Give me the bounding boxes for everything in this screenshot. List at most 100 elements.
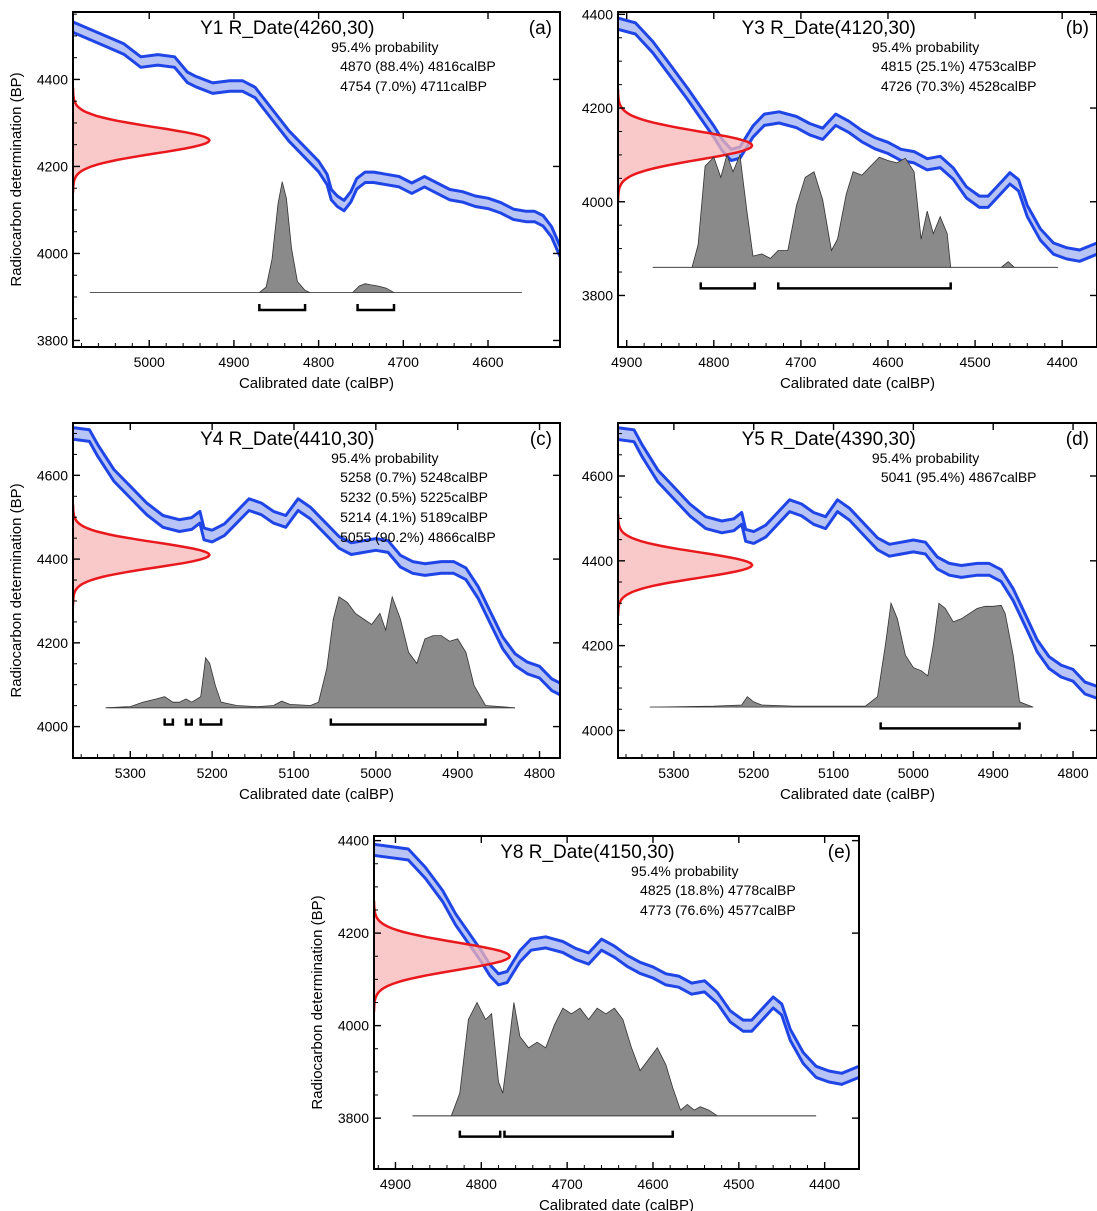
probability-label: 95.4% probability [331, 450, 438, 466]
x-tick-label: 4600 [472, 354, 503, 370]
x-tick-label: 4700 [785, 354, 816, 370]
x-tick-label: 4500 [723, 1176, 754, 1192]
y-tick-label: 4400 [37, 551, 68, 567]
chart-title: Y5 R_Date(4390,30) [742, 429, 916, 450]
y-tick-label: 4200 [37, 635, 68, 651]
x-axis-label: Calibrated date (calBP) [239, 786, 394, 803]
range-bracket [458, 1130, 502, 1138]
panel-label: (a) [529, 18, 552, 39]
plot-area [73, 20, 560, 312]
x-tick-label: 4500 [959, 354, 990, 370]
y-tick-label: 3800 [338, 1110, 369, 1126]
range-bracket [776, 282, 952, 290]
calibrated-distribution [89, 181, 522, 293]
y-tick-label: 4400 [338, 833, 369, 849]
x-tick-label: 4800 [698, 354, 729, 370]
range-bracket [356, 304, 396, 312]
x-tick-label: 5300 [115, 765, 146, 781]
y-tick-label: 4200 [338, 925, 369, 941]
calibration-panel: 5300 5200 5100 5000 4900 4800 4000 4200 4400 4600… [8, 422, 561, 803]
calibrated-distribution [652, 153, 1058, 268]
radiocarbon-distribution-line [374, 900, 512, 1012]
plot-frame [617, 11, 1097, 348]
radiocarbon-distribution-fill [73, 88, 210, 193]
probability-label: 95.4% probability [631, 863, 738, 879]
panel-label: (e) [828, 842, 851, 863]
plot-frame [72, 11, 561, 348]
calibration-curve-band [374, 844, 859, 1085]
range-bracket [199, 718, 223, 726]
x-axis-label: Calibrated date (calBP) [780, 786, 935, 803]
calibration-curve-band [73, 22, 560, 257]
y-tick-label: 4200 [37, 158, 68, 174]
y-axis-label: Radiocarbon determination (BP) [309, 895, 326, 1109]
y-tick-label: 4400 [37, 71, 68, 87]
panel-label: (b) [1066, 18, 1089, 39]
range-bracket [879, 722, 1021, 730]
x-tick-label: 4600 [872, 354, 903, 370]
x-tick-label: 5000 [360, 765, 391, 781]
x-tick-label: 5100 [278, 765, 309, 781]
y-tick-label: 4400 [582, 553, 613, 569]
plot-frame [617, 422, 1097, 759]
x-tick-label: 4600 [637, 1176, 668, 1192]
x-tick-label: 4900 [442, 765, 473, 781]
plot-frame [72, 422, 561, 759]
calibration-curve-upper [618, 426, 1097, 688]
probability-label: 95.4% probability [331, 39, 438, 55]
y-tick-label: 3800 [582, 287, 613, 303]
radiocarbon-distribution-fill [73, 504, 210, 606]
range-text: 4815 (25.1%) 4753calBP [881, 58, 1037, 74]
calibration-curve-upper [73, 20, 560, 247]
x-tick-label: 4700 [552, 1176, 583, 1192]
y-axis-label: Radiocarbon determination (BP) [8, 483, 25, 697]
range-text: 5055 (90.2%) 4866calBP [340, 529, 496, 545]
radiocarbon-distribution-fill [618, 514, 753, 616]
x-tick-label: 4800 [466, 1176, 497, 1192]
range-text: 5041 (95.4%) 4867calBP [881, 469, 1037, 485]
x-tick-label: 5000 [898, 765, 929, 781]
y-tick-label: 4400 [582, 6, 613, 22]
calibration-curve-lower [73, 31, 560, 258]
x-tick-label: 4800 [303, 354, 334, 370]
x-tick-label: 4900 [380, 1176, 411, 1192]
y-tick-label: 3800 [37, 332, 68, 348]
range-bracket [503, 1130, 674, 1138]
x-tick-label: 4700 [388, 354, 419, 370]
panel-label: (c) [530, 429, 552, 450]
calibration-curve-upper [374, 842, 859, 1075]
calibration-panel: 5300 5200 5100 5000 4900 4800 4000 4200 4400 4600… [582, 422, 1097, 803]
radiocarbon-distribution-fill [618, 89, 753, 202]
range-text: 4754 (7.0%) 4711calBP [340, 78, 487, 94]
calibrated-distribution [412, 1001, 817, 1117]
chart-title: Y3 R_Date(4120,30) [742, 18, 916, 39]
chart-title: Y8 R_Date(4150,30) [500, 842, 674, 863]
x-axis-label: Calibrated date (calBP) [780, 375, 935, 392]
plot-area [618, 426, 1097, 730]
calibrated-distribution [649, 601, 1034, 708]
range-bracket [699, 282, 756, 290]
y-tick-label: 4000 [37, 719, 68, 735]
radiocarbon-distribution-line [73, 88, 211, 193]
y-tick-label: 4000 [582, 194, 613, 210]
y-tick-label: 4200 [582, 638, 613, 654]
x-tick-label: 5000 [134, 354, 165, 370]
x-tick-label: 4900 [218, 354, 249, 370]
y-axis-label: Radiocarbon determination (BP) [8, 72, 25, 286]
calibration-curve-upper [618, 16, 1097, 252]
x-tick-label: 4900 [978, 765, 1009, 781]
range-bracket [329, 718, 487, 726]
plot-area [374, 842, 859, 1138]
radiocarbon-distribution-line [73, 504, 211, 606]
range-text: 4726 (70.3%) 4528calBP [881, 78, 1037, 94]
x-tick-label: 4400 [809, 1176, 840, 1192]
y-tick-label: 4000 [582, 722, 613, 738]
chart-title: Y4 R_Date(4410,30) [200, 429, 374, 450]
calibrated-distribution [105, 595, 516, 709]
chart-title: Y1 R_Date(4260,30) [200, 18, 374, 39]
range-bracket [258, 304, 307, 312]
x-tick-label: 4900 [611, 354, 642, 370]
x-tick-label: 5200 [197, 765, 228, 781]
range-bracket [184, 718, 193, 726]
